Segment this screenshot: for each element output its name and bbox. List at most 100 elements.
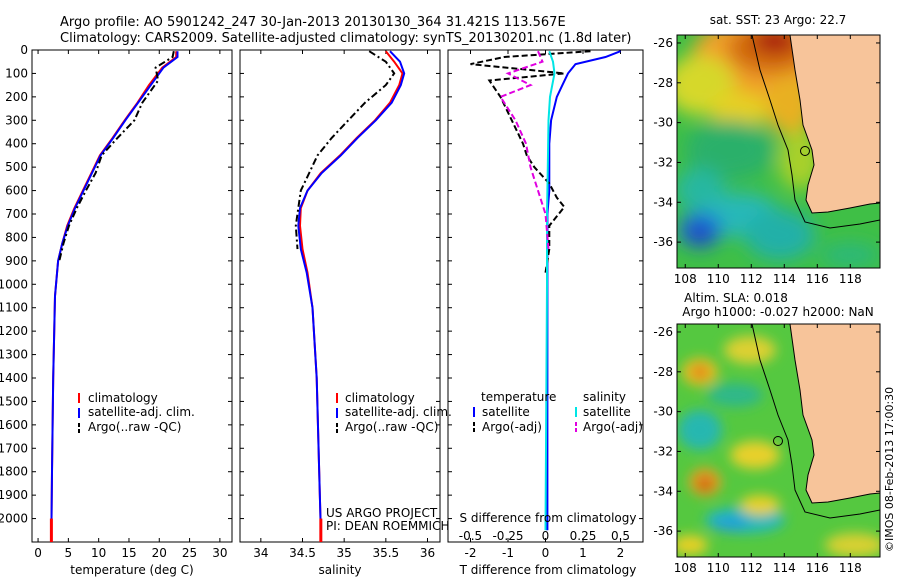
depth-tick-label: 100: [5, 66, 28, 80]
temperature-series-argo-raw-qc-: [58, 50, 175, 262]
sst-map-land: [760, 35, 880, 214]
difference-series-group: [470, 50, 621, 531]
map-xtick-label: 118: [839, 561, 862, 575]
legend-label-s-argo: Argo(-adj): [583, 420, 643, 434]
map-xtick-label: 116: [806, 272, 829, 286]
depth-tick-label: 200: [5, 90, 28, 104]
depth-tick-label: 800: [5, 230, 28, 244]
salinity-xlabel: salinity: [318, 563, 361, 577]
map-xtick-label: 116: [806, 561, 829, 575]
legend-label-satellite: satellite-adj. clim.: [88, 405, 195, 419]
depth-tick-label: 1800: [0, 465, 28, 479]
depth-tick-label: 1200: [0, 324, 28, 338]
project-annotation-line1: US ARGO PROJECT: [326, 506, 438, 520]
map-ytick-label: -32: [653, 444, 673, 458]
difference-xtick-label: 2: [617, 546, 625, 560]
depth-tick-label: 1700: [0, 441, 28, 455]
sla-map-land: [760, 324, 880, 504]
imos-timestamp: ©IMOS 08-Feb-2013 17:00:30: [883, 387, 896, 552]
map-ytick-label: -34: [653, 484, 673, 498]
temperature-xtick-label: 5: [65, 546, 73, 560]
map-ytick-label: -26: [653, 325, 673, 339]
legend-label-t-satellite: satellite: [482, 405, 530, 419]
sst-map-argo-marker: [800, 146, 810, 156]
temperature-xtick-label: 10: [91, 546, 106, 560]
depth-tick-label: 300: [5, 113, 28, 127]
map-xtick-label: 114: [773, 272, 796, 286]
depth-tick-label: 1300: [0, 348, 28, 362]
salinity-panel: 34 34.5 35 35.5 36: [239, 49, 441, 560]
map-ytick-label: -36: [653, 235, 673, 249]
temperature-xtick-label: 30: [212, 546, 227, 560]
temperature-series-group: [49, 50, 179, 542]
map-ytick-label: -26: [653, 36, 673, 50]
salinity-xtick-label: 35.5: [372, 546, 399, 560]
map-ytick-label: -34: [653, 195, 673, 209]
map-xtick-label: 114: [773, 561, 796, 575]
legend-label-argo: Argo(..raw -QC): [345, 420, 438, 434]
difference-series-satellite: [544, 50, 556, 531]
salinity-series-group: [294, 50, 406, 542]
salinity-axes-box: [239, 49, 441, 543]
difference-s-tick-label: 0.25: [570, 529, 597, 543]
depth-tick-label: 1900: [0, 488, 28, 502]
difference-s-tick-label: -0.5: [459, 529, 482, 543]
temperature-series-satellite-adj-clim-: [50, 51, 179, 531]
legend-group-temperature: temperature: [481, 390, 556, 404]
difference-series-argo-adj-: [470, 50, 591, 273]
map-ytick-label: -28: [653, 76, 673, 90]
salinity-xtick-label: 36: [420, 546, 435, 560]
difference-panel: -2 -1 0 1 2 -0.5 -0.25 0 0.25 0.5: [447, 49, 644, 560]
salinity-xtick-label: 34: [253, 546, 268, 560]
sla-map-title-line1: Altim. SLA: 0.018: [684, 291, 788, 305]
sla-map-argo-marker: [773, 436, 783, 446]
difference-xtick-label: 1: [579, 546, 587, 560]
temperature-legend: climatology satellite-adj. clim. Argo(..…: [78, 391, 195, 434]
difference-xlabel-top: S difference from climatology: [460, 511, 637, 525]
depth-tick-label: 500: [5, 160, 28, 174]
salinity-series-argo-raw-qc-: [294, 50, 396, 250]
salinity-xtick-label: 35: [337, 546, 352, 560]
map-ytick-label: -28: [653, 365, 673, 379]
map-ytick-label: -32: [653, 155, 673, 169]
temperature-xtick-label: 0: [34, 546, 42, 560]
depth-tick-label: 0: [20, 43, 28, 57]
depth-tick-label: 600: [5, 184, 28, 198]
sla-map-ticks: 108 110 112 114 116 118 -26 -28 -30 -32 -34 -36: [653, 324, 880, 575]
depth-tick-label: 1100: [0, 301, 28, 315]
difference-xtick-label: -2: [465, 546, 477, 560]
temperature-xtick-label: 20: [152, 546, 167, 560]
difference-xtick-label: -1: [502, 546, 514, 560]
map-ytick-label: -36: [653, 524, 673, 538]
map-ytick-label: -30: [653, 405, 673, 419]
difference-s-tick-label: 0: [542, 529, 550, 543]
difference-xtick-label: 0: [542, 546, 550, 560]
depth-tick-label: 1500: [0, 394, 28, 408]
map-xtick-label: 110: [707, 561, 730, 575]
legend-label-climatology: climatology: [345, 391, 415, 405]
project-annotation-line2: PI: DEAN ROEMMICH: [326, 519, 449, 533]
map-xtick-label: 118: [839, 272, 862, 286]
depth-tick-label: 2000: [0, 512, 28, 526]
depth-tick-label: 400: [5, 137, 28, 151]
depth-tick-label: 1600: [0, 418, 28, 432]
salinity-series-satellite-adj-clim-: [297, 50, 406, 531]
legend-label-climatology: climatology: [88, 391, 158, 405]
sst-map-isobath: [751, 35, 880, 229]
map-xtick-label: 108: [674, 561, 697, 575]
temperature-axes-box: [31, 49, 233, 543]
temperature-panel: 0100200300400500600700800900100011001200…: [0, 43, 233, 560]
legend-label-satellite: satellite-adj. clim.: [345, 405, 452, 419]
temperature-xtick-label: 25: [182, 546, 197, 560]
sla-map-isobath: [751, 324, 880, 519]
map-ytick-label: -30: [653, 116, 673, 130]
sst-map: sat. SST: 23 Argo: 22.7: [653, 13, 881, 286]
sst-map-title: sat. SST: 23 Argo: 22.7: [710, 13, 847, 27]
difference-s-tick-label: -0.25: [492, 529, 523, 543]
temperature-xtick-label: 15: [121, 546, 136, 560]
map-xtick-label: 108: [674, 272, 697, 286]
difference-legend: temperature salinity satellite Argo(-adj…: [473, 390, 643, 434]
legend-label-t-argo: Argo(-adj): [482, 420, 542, 434]
